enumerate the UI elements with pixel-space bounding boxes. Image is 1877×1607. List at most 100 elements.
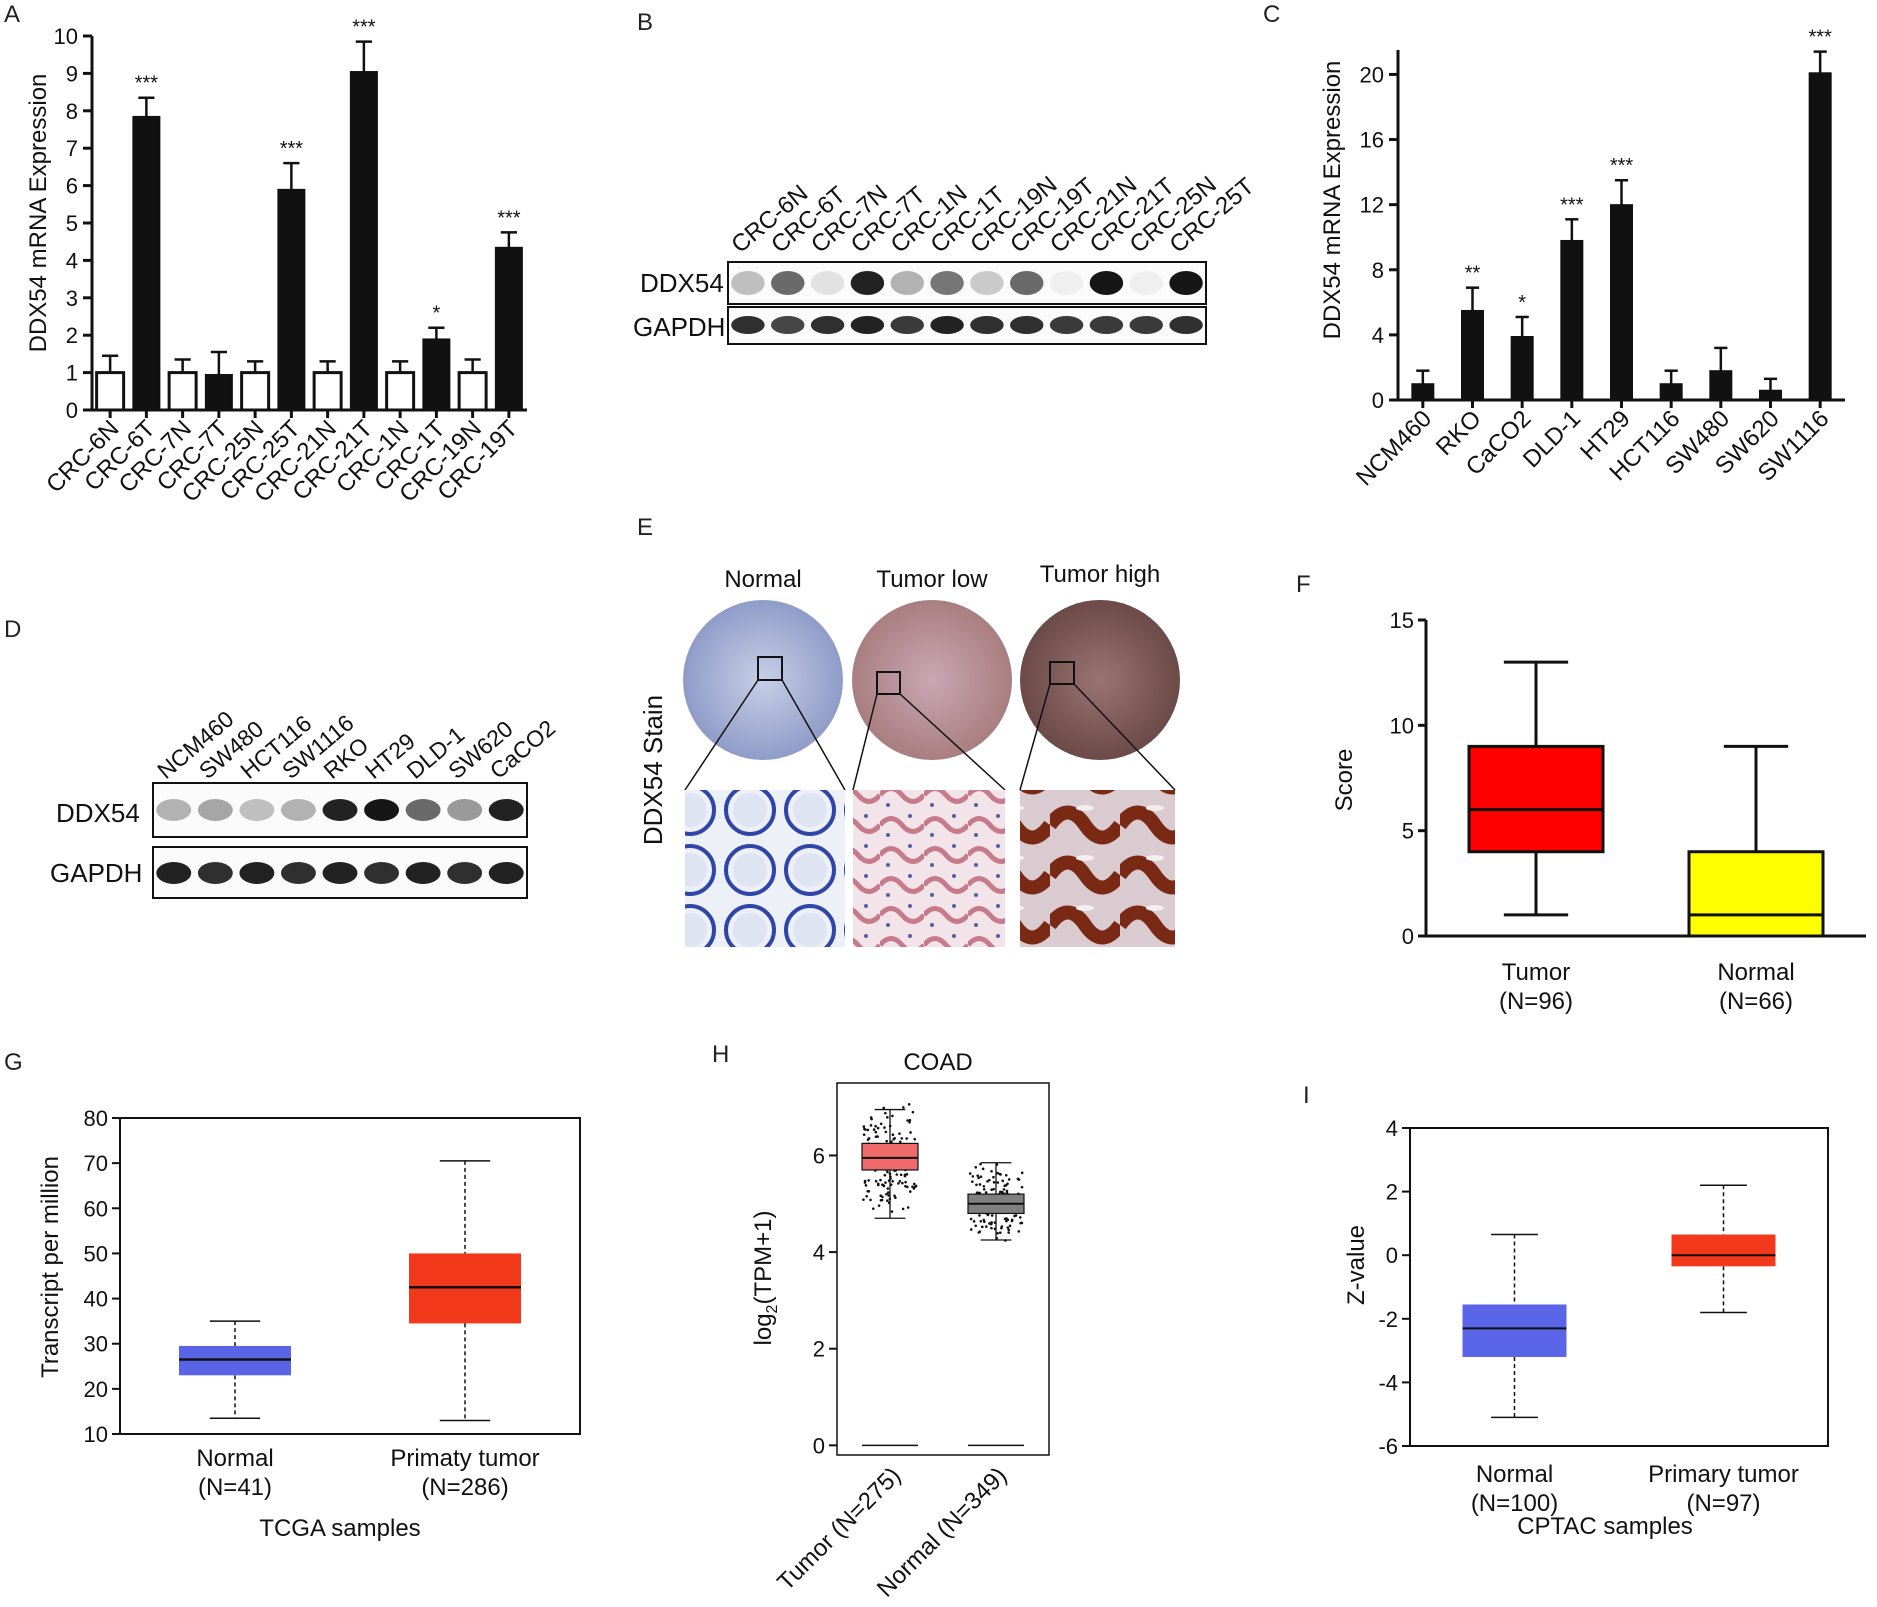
jitter-point [898,1140,902,1144]
bar [312,371,343,412]
blot-b-gapdh-strip [727,306,1207,345]
jitter-point [911,1110,915,1114]
bar [385,371,416,412]
chart-i-x-axis-label: CPTAC samples [1517,1513,1693,1540]
y-tick-label: 0 [1372,388,1384,413]
blot-band [1129,271,1163,295]
blot-band [731,316,765,334]
blot-band [197,799,233,821]
jitter-point [879,1178,882,1182]
blot-b-ddx54-strip [727,261,1207,305]
panel-letter-g: G [4,1049,23,1076]
bar [240,371,271,412]
jitter-point [895,1173,899,1176]
panel-letter-c: C [1263,1,1280,28]
jitter-point [863,1181,867,1184]
y-tick-label: -4 [1378,1370,1398,1395]
jitter-point [1006,1226,1010,1229]
jitter-point [998,1190,1002,1194]
jitter-point [867,1137,871,1140]
blot-b-bands [731,271,1203,334]
jitter-point [869,1198,872,1202]
chart-h-y-label-rest: (TPM+1) [750,1211,777,1305]
jitter-point [906,1119,909,1122]
jitter-point [969,1228,973,1231]
bar [1560,239,1584,401]
panel-letter-h: H [712,1041,729,1068]
y-tick-label: 2 [1386,1180,1398,1205]
jitter-point [968,1172,972,1175]
blot-band [970,271,1004,295]
panel-letter-d: D [4,616,21,643]
jitter-point [863,1127,866,1131]
ihc-core-tumor-high [1020,600,1180,760]
y-tick-label: 16 [1360,128,1384,153]
y-tick-label: 5 [1402,819,1414,844]
jitter-point [979,1175,983,1179]
jitter-point [869,1124,873,1127]
blot-band [239,799,275,821]
jitter-point [981,1167,985,1171]
bar [1808,72,1832,401]
significance-label: *** [1560,194,1584,216]
x-tick-label: Primary tumor [1648,1461,1799,1488]
ihc-zoom-line [852,693,878,791]
significance-label: *** [497,207,521,229]
jitter-point [882,1184,885,1187]
jitter-point [979,1162,982,1166]
panel-letter-f: F [1296,571,1311,598]
bar-chart-a: DDX54 mRNA Expression 012345678910CRC-6N… [25,17,527,508]
x-count-label: (N=66) [1719,988,1793,1015]
jitter-point [982,1184,986,1188]
jitter-point [886,1191,890,1194]
y-tick-label: 0 [1402,924,1414,949]
significance-label: *** [280,138,304,160]
jitter-point [885,1139,889,1143]
chart-g-x-axis-label: TCGA samples [259,1515,420,1542]
box-chart-g: Transcript per million TCGA samples 10 20… [37,1106,581,1542]
blot-band [364,862,400,884]
y-tick-label: 15 [1390,608,1414,633]
jitter-point [884,1181,887,1184]
jitter-point [977,1176,980,1180]
jitter-point [876,1182,880,1186]
chart-a-y-axis-label: DDX54 mRNA Expression [25,74,52,353]
ihc-zoom-line [1019,683,1051,791]
bar [1709,370,1733,401]
jitter-point [904,1180,907,1184]
significance-label: *** [352,17,376,39]
ihc-column-tumor-high: Tumor high [1040,561,1161,588]
bar [277,188,306,411]
chart-c-y-axis-label: DDX54 mRNA Expression [1319,61,1346,340]
jitter-point [879,1198,883,1202]
panel-letter-e: E [637,514,653,541]
jitter-point [883,1173,887,1177]
jitter-point [1005,1189,1009,1193]
chart-h-y-label-sub: 2 [764,1304,781,1313]
jitter-point [984,1191,988,1194]
blot-band [890,271,924,295]
jitter-point [886,1170,889,1174]
jitter-point [867,1190,871,1193]
y-tick-label: 8 [1372,258,1384,283]
x-count-label: (N=41) [198,1474,272,1501]
ihc-column-normal: Normal [724,566,801,593]
chart-h-y-axis-label: log2(TPM+1) [750,1211,781,1346]
jitter-point [876,1126,880,1130]
jitter-point [886,1187,890,1190]
jitter-point [908,1190,912,1193]
x-tick-label: DLD-1 [1518,405,1586,473]
blot-band [322,862,358,884]
blot-band [1049,271,1084,295]
bar [132,115,161,411]
y-tick-label: 40 [84,1287,108,1312]
jitter-point [911,1185,914,1188]
jitter-point [908,1118,912,1122]
jitter-point [975,1191,979,1194]
x-count-label: (N=96) [1499,988,1573,1015]
bar [422,338,451,411]
jitter-point [971,1180,974,1183]
blot-band [1089,271,1124,295]
jitter-point [977,1231,981,1234]
